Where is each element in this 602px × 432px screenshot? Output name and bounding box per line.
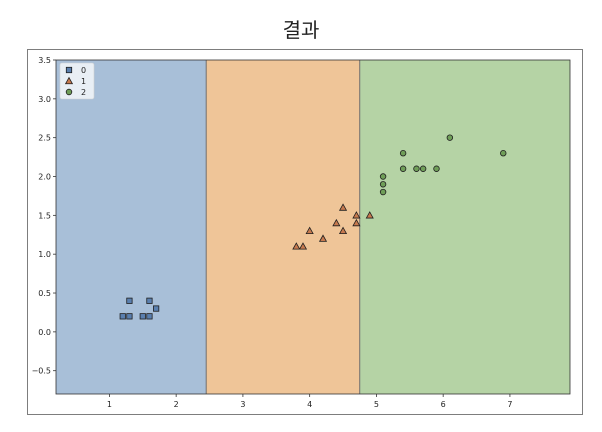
x-tick-label: 6 (441, 400, 446, 409)
point-class-1-9 (365, 211, 374, 219)
point-class-1-6 (338, 203, 348, 211)
legend-box (59, 62, 95, 100)
regions-layer (56, 60, 570, 394)
point-class-1-4 (332, 218, 341, 227)
figure-frame: 1 2 3 4 5 6 7 3.5 3.0 2.5 2.0 1.5 1.0 0.5 0.0 −0.5 0 1 2 (27, 49, 583, 415)
y-tick-label: 0.0 (38, 328, 51, 337)
point-class-0-6 (153, 305, 160, 312)
y-tick-label: 3.5 (38, 56, 51, 65)
x-tick-label: 2 (174, 400, 179, 409)
legend-label-0: 0 (81, 66, 86, 75)
plot-area-border (55, 59, 571, 395)
page-title: 결과 (282, 18, 320, 42)
x-tick-label: 1 (107, 400, 112, 409)
decision-region-0 (56, 60, 207, 394)
x-tick-label: 7 (507, 400, 512, 409)
point-class-0-2 (126, 297, 133, 304)
point-class-2-5 (413, 165, 420, 172)
point-class-1-0 (292, 242, 301, 250)
point-class-1-5 (338, 226, 348, 235)
point-class-1-2 (305, 226, 314, 235)
legend-marker-0 (65, 66, 73, 74)
decision-region-1 (206, 60, 360, 394)
x-tick-label: 4 (307, 400, 312, 409)
boundaries-layer (205, 60, 361, 394)
decision-region-2 (359, 60, 570, 394)
x-tick-label: 3 (240, 400, 245, 409)
point-class-0-3 (139, 313, 146, 320)
point-class-2-6 (419, 165, 427, 172)
y-tick-label: 1.0 (38, 250, 51, 259)
point-class-2-4 (399, 150, 407, 157)
y-tick-label: 2.5 (38, 134, 51, 143)
legend-label-2: 2 (81, 88, 86, 97)
y-tick-label: −0.5 (32, 367, 51, 376)
legend-marker-2 (65, 88, 73, 96)
point-class-2-2 (379, 173, 387, 180)
point-class-0-4 (146, 313, 153, 320)
y-tick-label: 3.0 (38, 95, 51, 104)
legend-label-1: 1 (81, 77, 86, 86)
point-class-0-0 (119, 313, 126, 320)
point-class-0-1 (126, 313, 133, 320)
point-class-0-5 (146, 297, 153, 304)
y-tick-label: 0.5 (38, 289, 51, 298)
legend: 0 1 2 (59, 62, 95, 100)
point-class-2-0 (379, 188, 387, 196)
y-tick-label: 2.0 (38, 173, 51, 182)
axes-layer: 1 2 3 4 5 6 7 3.5 3.0 2.5 2.0 1.5 1.0 0.5 0.0 −0.5 (32, 56, 571, 409)
point-class-2-1 (379, 181, 387, 188)
point-class-1-3 (318, 234, 328, 242)
point-class-1-1 (298, 242, 308, 250)
point-class-1-8 (352, 218, 361, 227)
decision-region-chart: 1 2 3 4 5 6 7 3.5 3.0 2.5 2.0 1.5 1.0 0.5 0.0 −0.5 0 1 2 (32, 56, 571, 409)
legend-marker-1 (64, 76, 74, 85)
x-tick-label: 5 (374, 400, 379, 409)
point-class-2-9 (500, 150, 507, 157)
point-class-1-7 (352, 211, 361, 219)
point-class-2-8 (446, 134, 454, 141)
y-tick-label: 1.5 (38, 211, 51, 220)
point-class-2-7 (433, 165, 440, 172)
points-layer (119, 134, 507, 320)
point-class-2-3 (399, 165, 407, 172)
